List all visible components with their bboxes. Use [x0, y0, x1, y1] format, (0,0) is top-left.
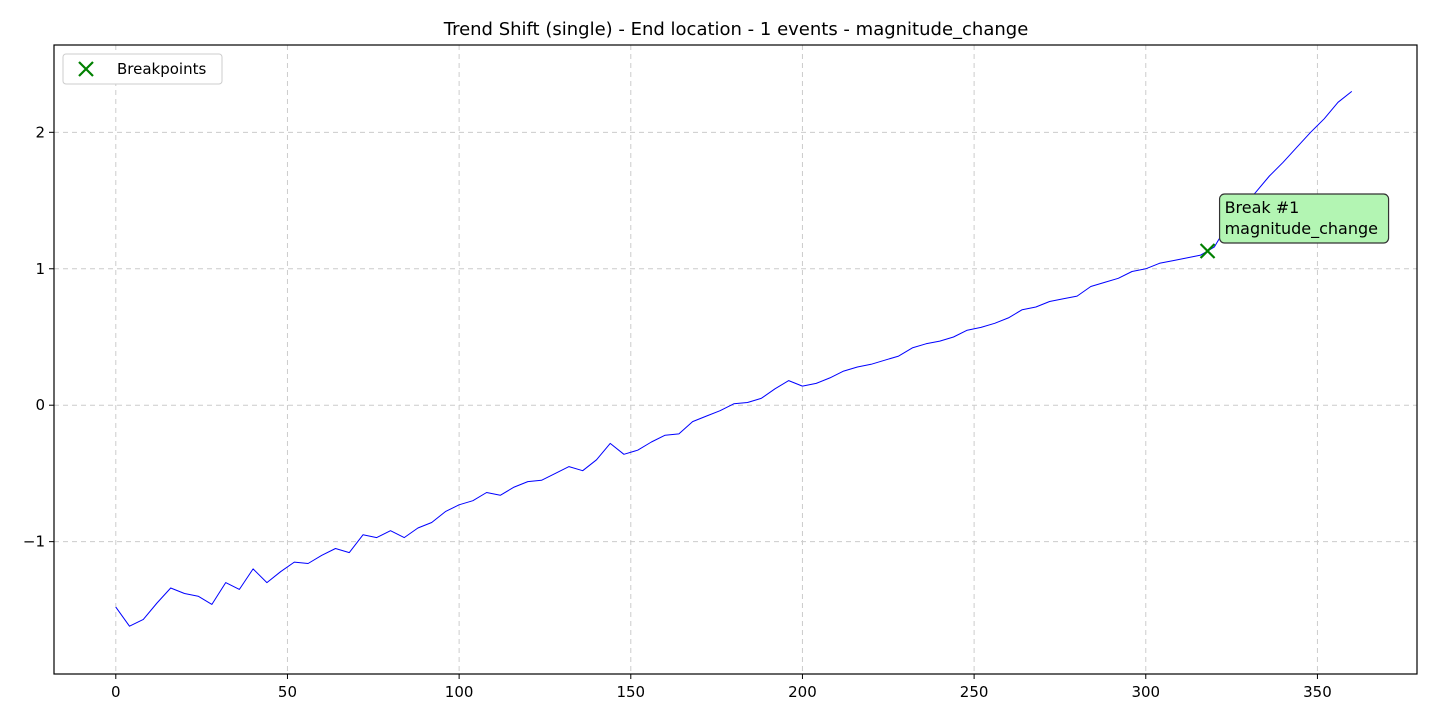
- y-tick-label: 1: [35, 260, 45, 278]
- x-tick-label: 300: [1131, 683, 1160, 701]
- legend-box: [62, 53, 223, 85]
- grid-lines: [54, 45, 1417, 674]
- axis-ticks: 0 50 100 150 200 250 300 350 −1 0 1 2: [23, 123, 1332, 701]
- series-line: [115, 91, 1353, 627]
- legend-label: Breakpoints: [117, 60, 206, 78]
- chart-title: Trend Shift (single) - End location - 1 …: [443, 19, 1029, 40]
- y-tick-label: −1: [23, 533, 45, 551]
- legend: Breakpoints: [62, 53, 223, 85]
- y-tick-label: 2: [35, 123, 45, 141]
- breakpoint-annotation-type: magnitude_change: [1225, 219, 1378, 239]
- breakpoint-annotation-box: [1218, 193, 1390, 244]
- x-tick-label: 200: [788, 683, 817, 701]
- plot-frame: [53, 44, 1418, 675]
- x-tick-label: 0: [111, 683, 121, 701]
- series-layer: [115, 91, 1353, 627]
- y-tick-label: 0: [35, 396, 45, 414]
- x-tick-label: 250: [960, 683, 989, 701]
- breakpoint-layer: Break #1 magnitude_change: [1199, 193, 1390, 259]
- legend-x-marker-icon: [78, 61, 94, 77]
- breakpoint-annotation-title: Break #1: [1225, 198, 1300, 217]
- x-tick-label: 350: [1303, 683, 1332, 701]
- x-tick-label: 50: [278, 683, 297, 701]
- x-tick-label: 150: [616, 683, 645, 701]
- breakpoint-marker-icon: [1199, 243, 1216, 259]
- x-tick-label: 100: [445, 683, 474, 701]
